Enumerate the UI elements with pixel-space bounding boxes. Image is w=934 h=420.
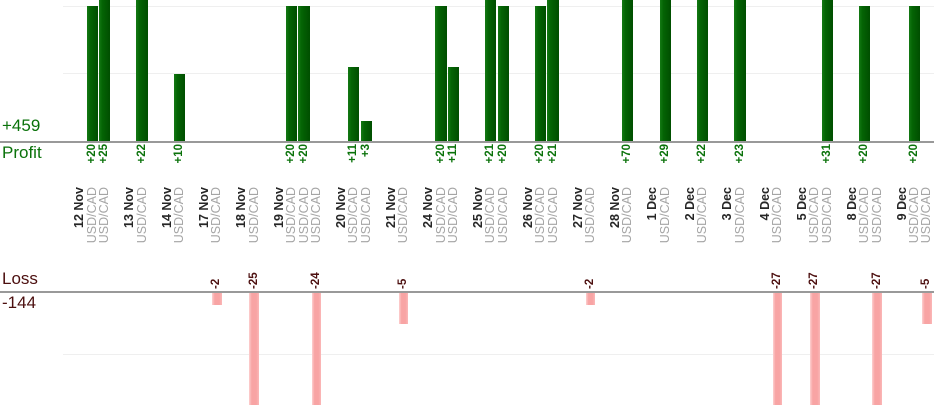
profit-bar[interactable] <box>659 0 671 141</box>
profit-value-label: +21 <box>546 144 559 164</box>
loss-section-label: Loss <box>2 269 38 288</box>
profit-bar[interactable] <box>298 6 310 141</box>
profit-value-label: +23 <box>733 144 746 164</box>
profit-value-label: +25 <box>98 144 111 164</box>
loss-bar[interactable] <box>311 293 322 405</box>
loss-bar[interactable] <box>585 293 596 306</box>
profit-bar[interactable] <box>136 0 148 141</box>
profit-bar[interactable] <box>447 66 460 141</box>
profit-bar[interactable] <box>98 0 111 141</box>
loss-total: -144 <box>2 293 37 312</box>
profit-bar[interactable] <box>435 6 447 141</box>
profit-bar[interactable] <box>821 0 833 141</box>
profit-bar[interactable] <box>534 6 547 141</box>
profit-value-label: +22 <box>135 144 148 164</box>
loss-value-label: -24 <box>309 272 322 289</box>
profit-value-label: +22 <box>696 144 709 164</box>
profit-total: +459 <box>2 116 41 135</box>
loss-bar[interactable] <box>810 293 820 405</box>
loss-gridline-10 <box>63 354 934 355</box>
loss-value-label: -2 <box>210 278 223 289</box>
loss-bar[interactable] <box>872 293 882 405</box>
profit-bar[interactable] <box>485 0 497 141</box>
profit-bar[interactable] <box>858 6 871 141</box>
profit-section-label: Profit <box>2 143 42 162</box>
profit-bar[interactable] <box>348 66 360 141</box>
profit-value-label: +10 <box>172 144 185 164</box>
loss-bar[interactable] <box>922 293 932 324</box>
profit-value-label: +70 <box>621 144 634 164</box>
profit-value-label: +20 <box>496 144 509 164</box>
profit-bar[interactable] <box>360 120 372 141</box>
loss-bar[interactable] <box>398 293 409 324</box>
profit-bar[interactable] <box>173 73 186 141</box>
profit-bar[interactable] <box>622 0 634 141</box>
profit-bar[interactable] <box>86 6 98 141</box>
profit-bar[interactable] <box>285 6 298 141</box>
loss-bar[interactable] <box>249 293 259 405</box>
loss-value-label: -27 <box>870 272 883 289</box>
profit-bar[interactable] <box>734 0 746 141</box>
profit-value-label: +31 <box>820 144 833 164</box>
loss-value-label: -5 <box>397 278 410 289</box>
loss-value-label: -2 <box>583 278 596 289</box>
profit-bar[interactable] <box>908 6 921 141</box>
profit-bar[interactable] <box>497 6 509 141</box>
profit-value-label: +3 <box>359 144 372 158</box>
profit-axis-line <box>0 141 934 143</box>
loss-bar[interactable] <box>772 293 783 405</box>
loss-axis-line <box>0 291 934 293</box>
loss-value-label: -25 <box>247 272 260 289</box>
profit-bar[interactable] <box>547 0 559 141</box>
loss-bar[interactable] <box>212 293 222 306</box>
loss-value-label: -27 <box>770 272 783 289</box>
loss-value-label: -5 <box>920 278 933 289</box>
profit-value-label: +11 <box>446 144 459 163</box>
profit-bar[interactable] <box>696 0 709 141</box>
profit-value-label: +29 <box>658 144 671 164</box>
